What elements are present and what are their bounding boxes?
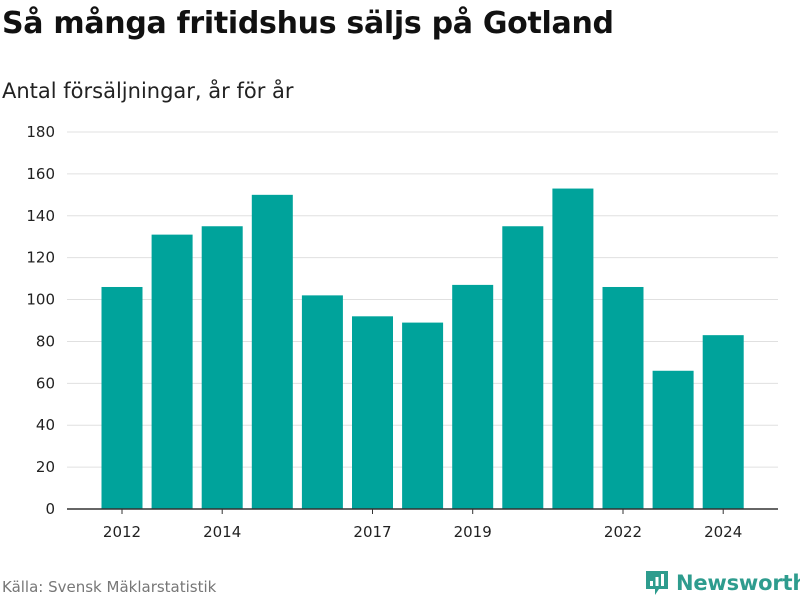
bar — [251, 194, 293, 510]
x-tick-label: 2019 — [454, 523, 492, 541]
y-tick-label: 60 — [36, 374, 55, 392]
y-tick-label: 100 — [26, 291, 55, 309]
bar — [552, 188, 594, 510]
newsworthy-logo-text: Newsworthy — [676, 571, 800, 595]
newsworthy-logo-icon — [646, 571, 668, 595]
bar — [101, 286, 143, 509]
source-note: Källa: Svensk Mäklarstatistik — [2, 578, 217, 596]
bar — [702, 335, 744, 509]
bar — [502, 226, 544, 509]
bar — [352, 316, 393, 509]
bar — [301, 295, 343, 509]
bar — [602, 286, 644, 509]
x-tick-label: 2014 — [203, 523, 241, 541]
y-tick-label: 140 — [26, 207, 55, 225]
y-tick-label: 180 — [26, 123, 55, 141]
y-tick-label: 160 — [26, 165, 55, 183]
bar — [151, 234, 193, 509]
x-tick-label: 2022 — [604, 523, 642, 541]
chart-title: Så många fritidshus säljs på Gotland — [2, 6, 614, 41]
y-tick-label: 20 — [36, 458, 55, 476]
bar-chart: 0 20 40 60 80 100 120 140 160 180 2012 2014 2017 2019… — [26, 123, 778, 541]
bar — [652, 370, 694, 509]
bar — [201, 226, 243, 509]
y-tick-label: 40 — [36, 416, 55, 434]
bar — [402, 322, 444, 509]
x-tick-label: 2017 — [353, 523, 391, 541]
y-tick-label: 80 — [36, 332, 55, 350]
x-tick-label: 2012 — [103, 523, 141, 541]
y-tick-label: 0 — [45, 500, 55, 518]
newsworthy-logo: Newsworthy — [644, 569, 800, 597]
chart-subtitle: Antal försäljningar, år för år — [2, 79, 294, 103]
x-tick-label: 2024 — [704, 523, 742, 541]
y-tick-label: 120 — [26, 249, 55, 267]
bar — [452, 284, 494, 509]
